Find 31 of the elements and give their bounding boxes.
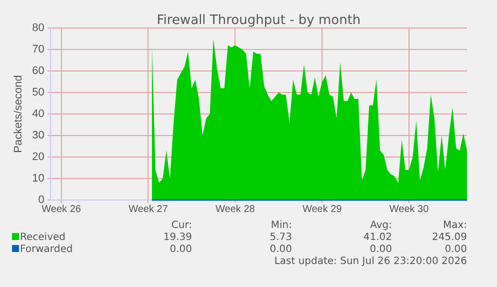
text: 245.09	[431, 232, 467, 244]
text: 41.02	[362, 232, 392, 244]
text: Min:	[270, 220, 292, 232]
y-tick-label: 40	[32, 108, 44, 120]
y-tick-label: 0	[38, 194, 44, 206]
x-tick-label: Week 29	[302, 204, 342, 215]
text: 0.00	[444, 244, 467, 256]
text: Last update: Sun Jul 26 23:20:00 2026	[273, 256, 467, 268]
x-tick-label: Week 26	[42, 204, 82, 215]
y-tick-label: 60	[32, 65, 44, 78]
text: 0.00	[368, 244, 392, 256]
text: Avg:	[369, 220, 392, 232]
y-tick-label: 30	[32, 130, 44, 142]
y-tick-label: 10	[32, 172, 44, 185]
text: 5.73	[268, 232, 292, 244]
text: 19.39	[162, 232, 192, 244]
y-axis-title: Packets/second	[12, 75, 25, 153]
y-tick-label: 80	[32, 22, 44, 34]
legend-label: Received	[19, 232, 66, 244]
x-tick-label: Week 30	[389, 204, 430, 215]
text: Cur:	[170, 220, 192, 232]
y-tick-label: 70	[32, 44, 44, 56]
chart-title: Firewall Throughput - by month	[156, 13, 361, 28]
x-tick-label: Week 28	[216, 204, 256, 215]
legend-label: Forwarded	[19, 244, 74, 256]
y-tick-label: 50	[32, 86, 44, 99]
y-tick-label: 20	[32, 151, 44, 164]
text: 0.00	[268, 244, 292, 256]
text: Max:	[442, 220, 467, 232]
text: 0.00	[168, 244, 192, 256]
x-tick-label: Week 27	[128, 204, 168, 215]
